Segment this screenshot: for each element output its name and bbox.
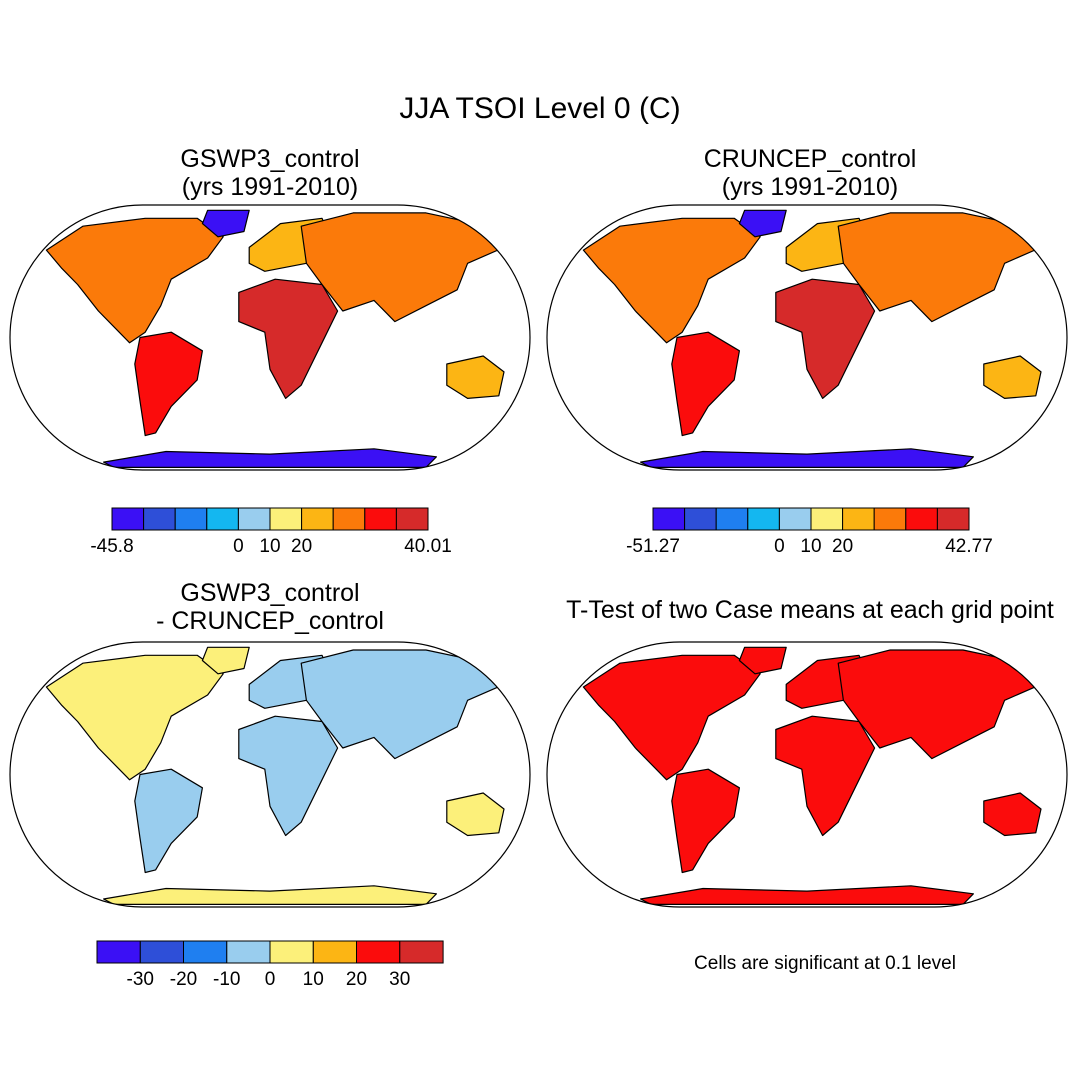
panel-title-diff: GSWP3_control - CRUNCEP_control bbox=[120, 579, 420, 635]
colorbar-tick-label: 0 bbox=[774, 536, 785, 557]
continent-greenland bbox=[738, 209, 787, 238]
colorbar-tick-label: 10 bbox=[259, 536, 281, 557]
colorbar-swatch bbox=[139, 940, 185, 964]
panel-title-gswp3: GSWP3_control (yrs 1991-2010) bbox=[120, 145, 420, 201]
continent-greenland bbox=[738, 646, 787, 675]
continent-northAmerica bbox=[45, 217, 224, 344]
continent-asia bbox=[837, 649, 1042, 760]
continent-antarctica bbox=[102, 448, 437, 468]
colorbar-swatch bbox=[111, 507, 145, 531]
colorbar-swatch bbox=[778, 507, 812, 531]
panel-title-line2: (yrs 1991-2010) bbox=[721, 173, 899, 201]
colorbar-tick-label: -51.27 bbox=[626, 536, 680, 557]
continent-greenland bbox=[201, 209, 250, 238]
colorbar-tick-label: 20 bbox=[345, 969, 368, 990]
colorbar-tick-label: 0 bbox=[233, 536, 244, 557]
panel-title-line1: GSWP3_control bbox=[180, 145, 360, 173]
continent-southAmerica bbox=[134, 331, 203, 437]
map-outline bbox=[546, 204, 1068, 471]
colorbar-swatch bbox=[747, 507, 780, 531]
colorbar-tick-label: 42.77 bbox=[945, 536, 993, 557]
map-outline bbox=[9, 641, 531, 908]
colorbar-tick-label: 30 bbox=[389, 969, 411, 990]
continent-australia bbox=[983, 792, 1042, 837]
figure-title: JJA TSOI Level 0 (C) bbox=[399, 92, 681, 125]
colorbar-tick-label: -10 bbox=[213, 969, 241, 990]
panel-title-ttest: T-Test of two Case means at each grid po… bbox=[566, 596, 1054, 624]
colorbar-swatch bbox=[842, 507, 875, 531]
continent-australia bbox=[446, 355, 505, 399]
continent-australia bbox=[446, 792, 505, 837]
colorbar-tick-label: 10 bbox=[302, 969, 324, 990]
colorbar-cruncep bbox=[652, 507, 970, 531]
continent-asia bbox=[837, 212, 1042, 323]
continent-northAmerica bbox=[45, 654, 224, 781]
panel-title-cruncep: CRUNCEP_control (yrs 1991-2010) bbox=[660, 145, 960, 201]
colorbar-gswp3 bbox=[111, 507, 429, 531]
colorbar-tick-label: 40.01 bbox=[404, 536, 452, 557]
continent-africa bbox=[775, 715, 876, 837]
colorbar-swatch bbox=[96, 940, 141, 964]
continent-africa bbox=[238, 715, 339, 837]
panel-title-line1: CRUNCEP_control bbox=[703, 145, 917, 173]
colorbar-tick-label: -20 bbox=[169, 969, 198, 990]
colorbar-swatch bbox=[183, 940, 228, 964]
colorbar-swatch bbox=[143, 507, 176, 531]
colorbar-tick-label: 0 bbox=[264, 969, 276, 990]
continent-australia bbox=[983, 355, 1042, 399]
colorbar-swatch bbox=[652, 507, 686, 531]
map-panel-ttest bbox=[546, 641, 1068, 908]
colorbar-swatch bbox=[226, 940, 271, 964]
colorbar-swatch bbox=[905, 507, 938, 531]
colorbar-swatch bbox=[873, 507, 907, 531]
significance-note: Cells are significant at 0.1 level bbox=[694, 953, 956, 974]
map-panel-gswp3 bbox=[9, 204, 531, 471]
colorbar-tick-label: -30 bbox=[126, 969, 154, 990]
continent-greenland bbox=[201, 646, 250, 675]
colorbar-swatch bbox=[399, 940, 444, 964]
map-outline bbox=[9, 204, 531, 471]
colorbar-swatch bbox=[364, 507, 397, 531]
continent-northAmerica bbox=[582, 217, 761, 344]
colorbar-swatch bbox=[356, 940, 401, 964]
continent-southAmerica bbox=[134, 768, 203, 874]
map-outline bbox=[546, 641, 1068, 908]
colorbar-swatch bbox=[237, 507, 271, 531]
continent-antarctica bbox=[102, 885, 437, 906]
continent-africa bbox=[238, 278, 339, 399]
panel-title-line2: (yrs 1991-2010) bbox=[181, 173, 359, 201]
colorbar-swatch bbox=[269, 507, 303, 531]
colorbar-swatch bbox=[395, 507, 429, 531]
continent-asia bbox=[300, 212, 505, 323]
colorbar-tick-label: 20 bbox=[291, 536, 313, 557]
colorbar-tick-label: -45.8 bbox=[90, 536, 134, 557]
colorbar-swatch bbox=[936, 507, 970, 531]
colorbar-swatch bbox=[269, 940, 314, 964]
colorbar-swatch bbox=[312, 940, 358, 964]
map-panel-cruncep bbox=[546, 204, 1068, 471]
colorbar-swatch bbox=[301, 507, 334, 531]
continent-northAmerica bbox=[582, 654, 761, 781]
panel-title-line2: - CRUNCEP_control bbox=[156, 607, 384, 635]
colorbar-swatch bbox=[206, 507, 239, 531]
colorbar-swatch bbox=[810, 507, 844, 531]
panel-title-line1: GSWP3_control bbox=[180, 579, 360, 607]
colorbar-swatch bbox=[332, 507, 366, 531]
continent-asia bbox=[300, 649, 505, 760]
map-panel-diff bbox=[9, 641, 531, 908]
colorbar-swatch bbox=[174, 507, 208, 531]
colorbar-swatch bbox=[715, 507, 749, 531]
colorbar-tick-label: 10 bbox=[800, 536, 822, 557]
colorbar-swatch bbox=[684, 507, 717, 531]
colorbar-tick-label: 20 bbox=[832, 536, 854, 557]
colorbar-diff bbox=[96, 940, 444, 964]
continent-africa bbox=[775, 278, 876, 399]
continent-southAmerica bbox=[671, 331, 741, 437]
continent-antarctica bbox=[639, 448, 975, 468]
continent-antarctica bbox=[639, 885, 975, 906]
continent-southAmerica bbox=[671, 768, 741, 874]
